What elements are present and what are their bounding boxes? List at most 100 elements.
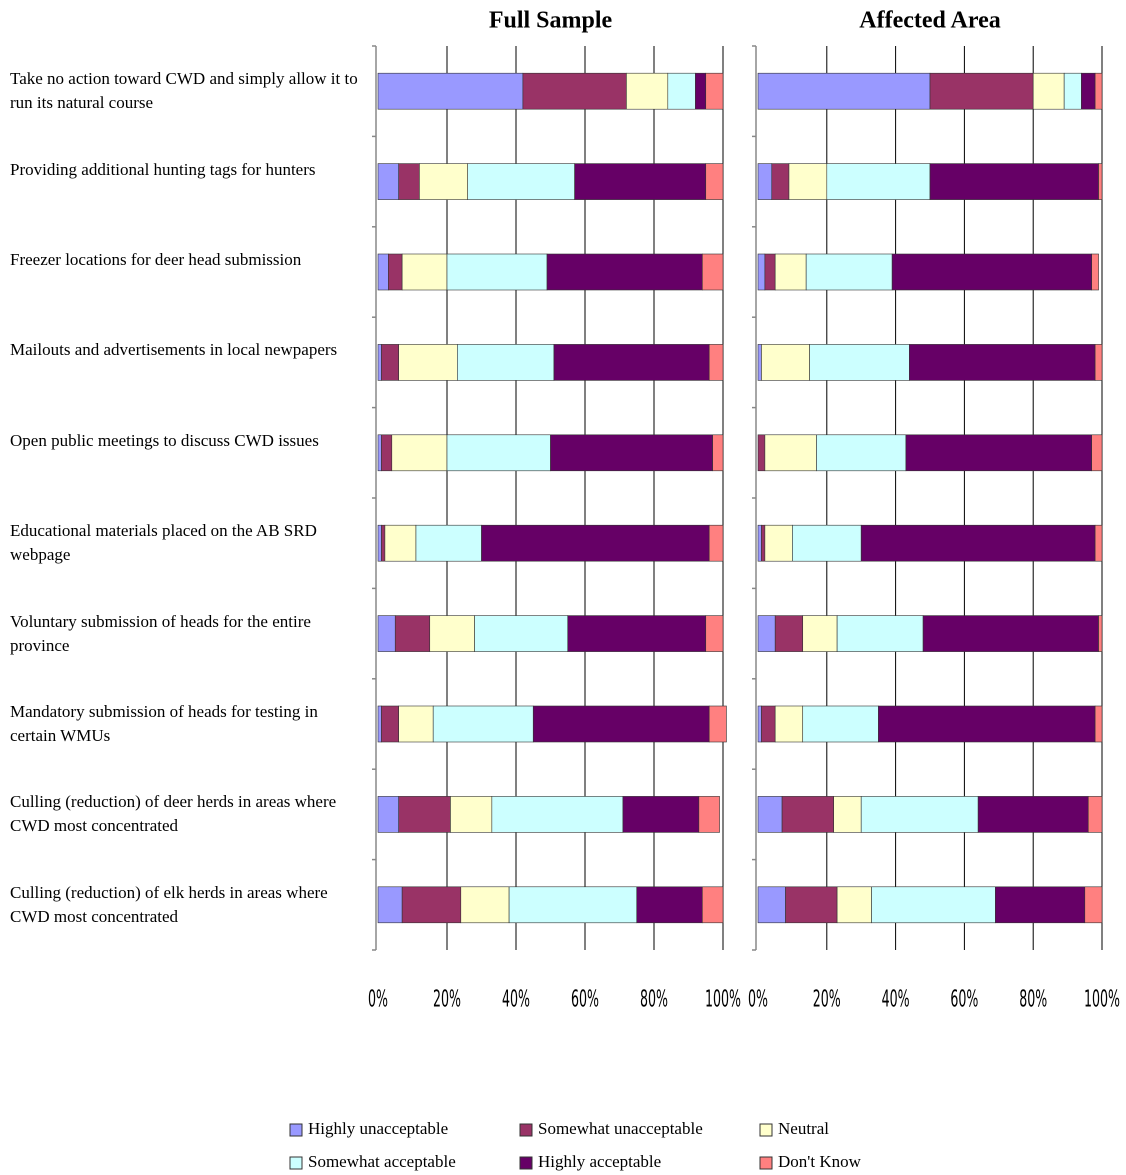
bar-segment <box>860 796 979 833</box>
bar-segment <box>457 344 555 381</box>
bar-segment <box>1094 344 1103 381</box>
bar-segment <box>836 886 872 924</box>
legend-swatch <box>289 1123 303 1137</box>
legend-label: Highly acceptable <box>538 1152 661 1171</box>
category-label: Culling (reduction) of elk herds in area… <box>10 882 328 926</box>
bar-segment <box>401 886 462 924</box>
bar-segment <box>764 434 817 472</box>
bar-segment <box>381 705 400 743</box>
x-tick-label: 20% <box>813 986 841 1013</box>
legend-label: Somewhat unacceptable <box>538 1119 703 1138</box>
bar-segment <box>757 253 766 291</box>
bar-segment <box>1094 72 1103 110</box>
bar-segment <box>802 615 838 652</box>
bar-segment <box>860 524 1096 562</box>
bar-segment <box>460 886 510 924</box>
bar-segment <box>398 796 451 833</box>
bar-segment <box>995 886 1086 924</box>
legend-swatch <box>289 1156 303 1170</box>
bar-segment <box>481 524 710 562</box>
bar-segment <box>774 615 804 652</box>
bar-segment <box>781 796 834 833</box>
category-label: Take no action toward CWD and simply all… <box>10 69 358 113</box>
bar-segment <box>771 163 790 200</box>
legend-swatch <box>519 1123 533 1137</box>
bar-segment <box>1098 615 1103 652</box>
bar-segment <box>1098 163 1103 200</box>
bar-segment <box>398 344 458 381</box>
bar-segment <box>398 705 434 743</box>
bar-segment <box>712 434 724 472</box>
category-label: Voluntary submission of heads for the en… <box>10 611 311 655</box>
bar-segment <box>508 886 638 924</box>
bar-segment <box>833 796 862 833</box>
bar-segment <box>836 615 924 652</box>
bar-segment <box>377 796 400 833</box>
bar-segment <box>377 886 403 924</box>
bar-segment <box>929 72 1034 110</box>
bar-segment <box>761 705 776 743</box>
bar-segment <box>816 434 907 472</box>
bar-segment <box>698 796 720 833</box>
category-label: Providing additional hunting tags for hu… <box>10 159 316 179</box>
bar-segment <box>701 886 724 924</box>
bar-segment <box>757 163 773 200</box>
bar-segment <box>1032 72 1065 110</box>
bar-segment <box>977 796 1089 833</box>
x-tick-label: 20% <box>433 986 461 1013</box>
bar-segment <box>446 253 548 291</box>
bar-segment <box>622 796 700 833</box>
category-label: Mailouts and advertisements in local new… <box>10 340 338 360</box>
bar-segment <box>567 615 707 652</box>
bar-segment <box>1094 705 1103 743</box>
bar-segment <box>377 344 382 381</box>
x-tick-label: 60% <box>571 986 599 1013</box>
legend-label: Somewhat acceptable <box>308 1152 456 1171</box>
legend-label: Highly unacceptable <box>308 1119 448 1138</box>
bar-segment <box>695 72 707 110</box>
bar-segment <box>384 524 417 562</box>
bar-segment <box>432 705 534 743</box>
bar-segment <box>381 524 386 562</box>
legend-label: Don't Know <box>778 1152 862 1171</box>
bar-segment <box>401 253 448 291</box>
x-tick-label: 80% <box>640 986 668 1013</box>
bar-segment <box>785 886 838 924</box>
bar-segment <box>1091 253 1099 291</box>
bar-segment <box>761 344 810 381</box>
bar-segment <box>764 524 793 562</box>
bar-segment <box>532 705 710 743</box>
x-tick-label: 0% <box>748 986 768 1013</box>
bar-segment <box>774 253 807 291</box>
bar-segment <box>419 163 468 200</box>
bar-segment <box>553 344 710 381</box>
bar-segment <box>708 524 724 562</box>
bar-segment <box>757 886 786 924</box>
bar-segment <box>757 434 766 472</box>
bar-segment <box>667 72 696 110</box>
bar-segment <box>878 705 1096 743</box>
bar-segment <box>1081 72 1096 110</box>
bar-segment <box>909 344 1096 381</box>
bar-segment <box>757 615 776 652</box>
bar-segment <box>1063 72 1082 110</box>
bar-segment <box>905 434 1092 472</box>
bar-segment <box>922 615 1099 652</box>
bar-segment <box>377 705 382 743</box>
bar-segment <box>522 72 627 110</box>
bar-segment <box>450 796 493 833</box>
bar-segment <box>757 72 931 110</box>
bar-segment <box>377 434 382 472</box>
x-tick-label: 0% <box>368 986 388 1013</box>
bar-segment <box>792 524 862 562</box>
x-tick-label: 100% <box>1084 986 1120 1013</box>
bar-segment <box>757 524 762 562</box>
bar-segment <box>705 163 724 200</box>
bar-segment <box>809 344 910 381</box>
legend-label: Neutral <box>778 1119 829 1138</box>
bar-segment <box>377 163 400 200</box>
category-label: Educational materials placed on the AB S… <box>10 521 317 565</box>
legend-swatch <box>759 1156 773 1170</box>
category-label: Culling (reduction) of deer herds in are… <box>10 792 337 836</box>
